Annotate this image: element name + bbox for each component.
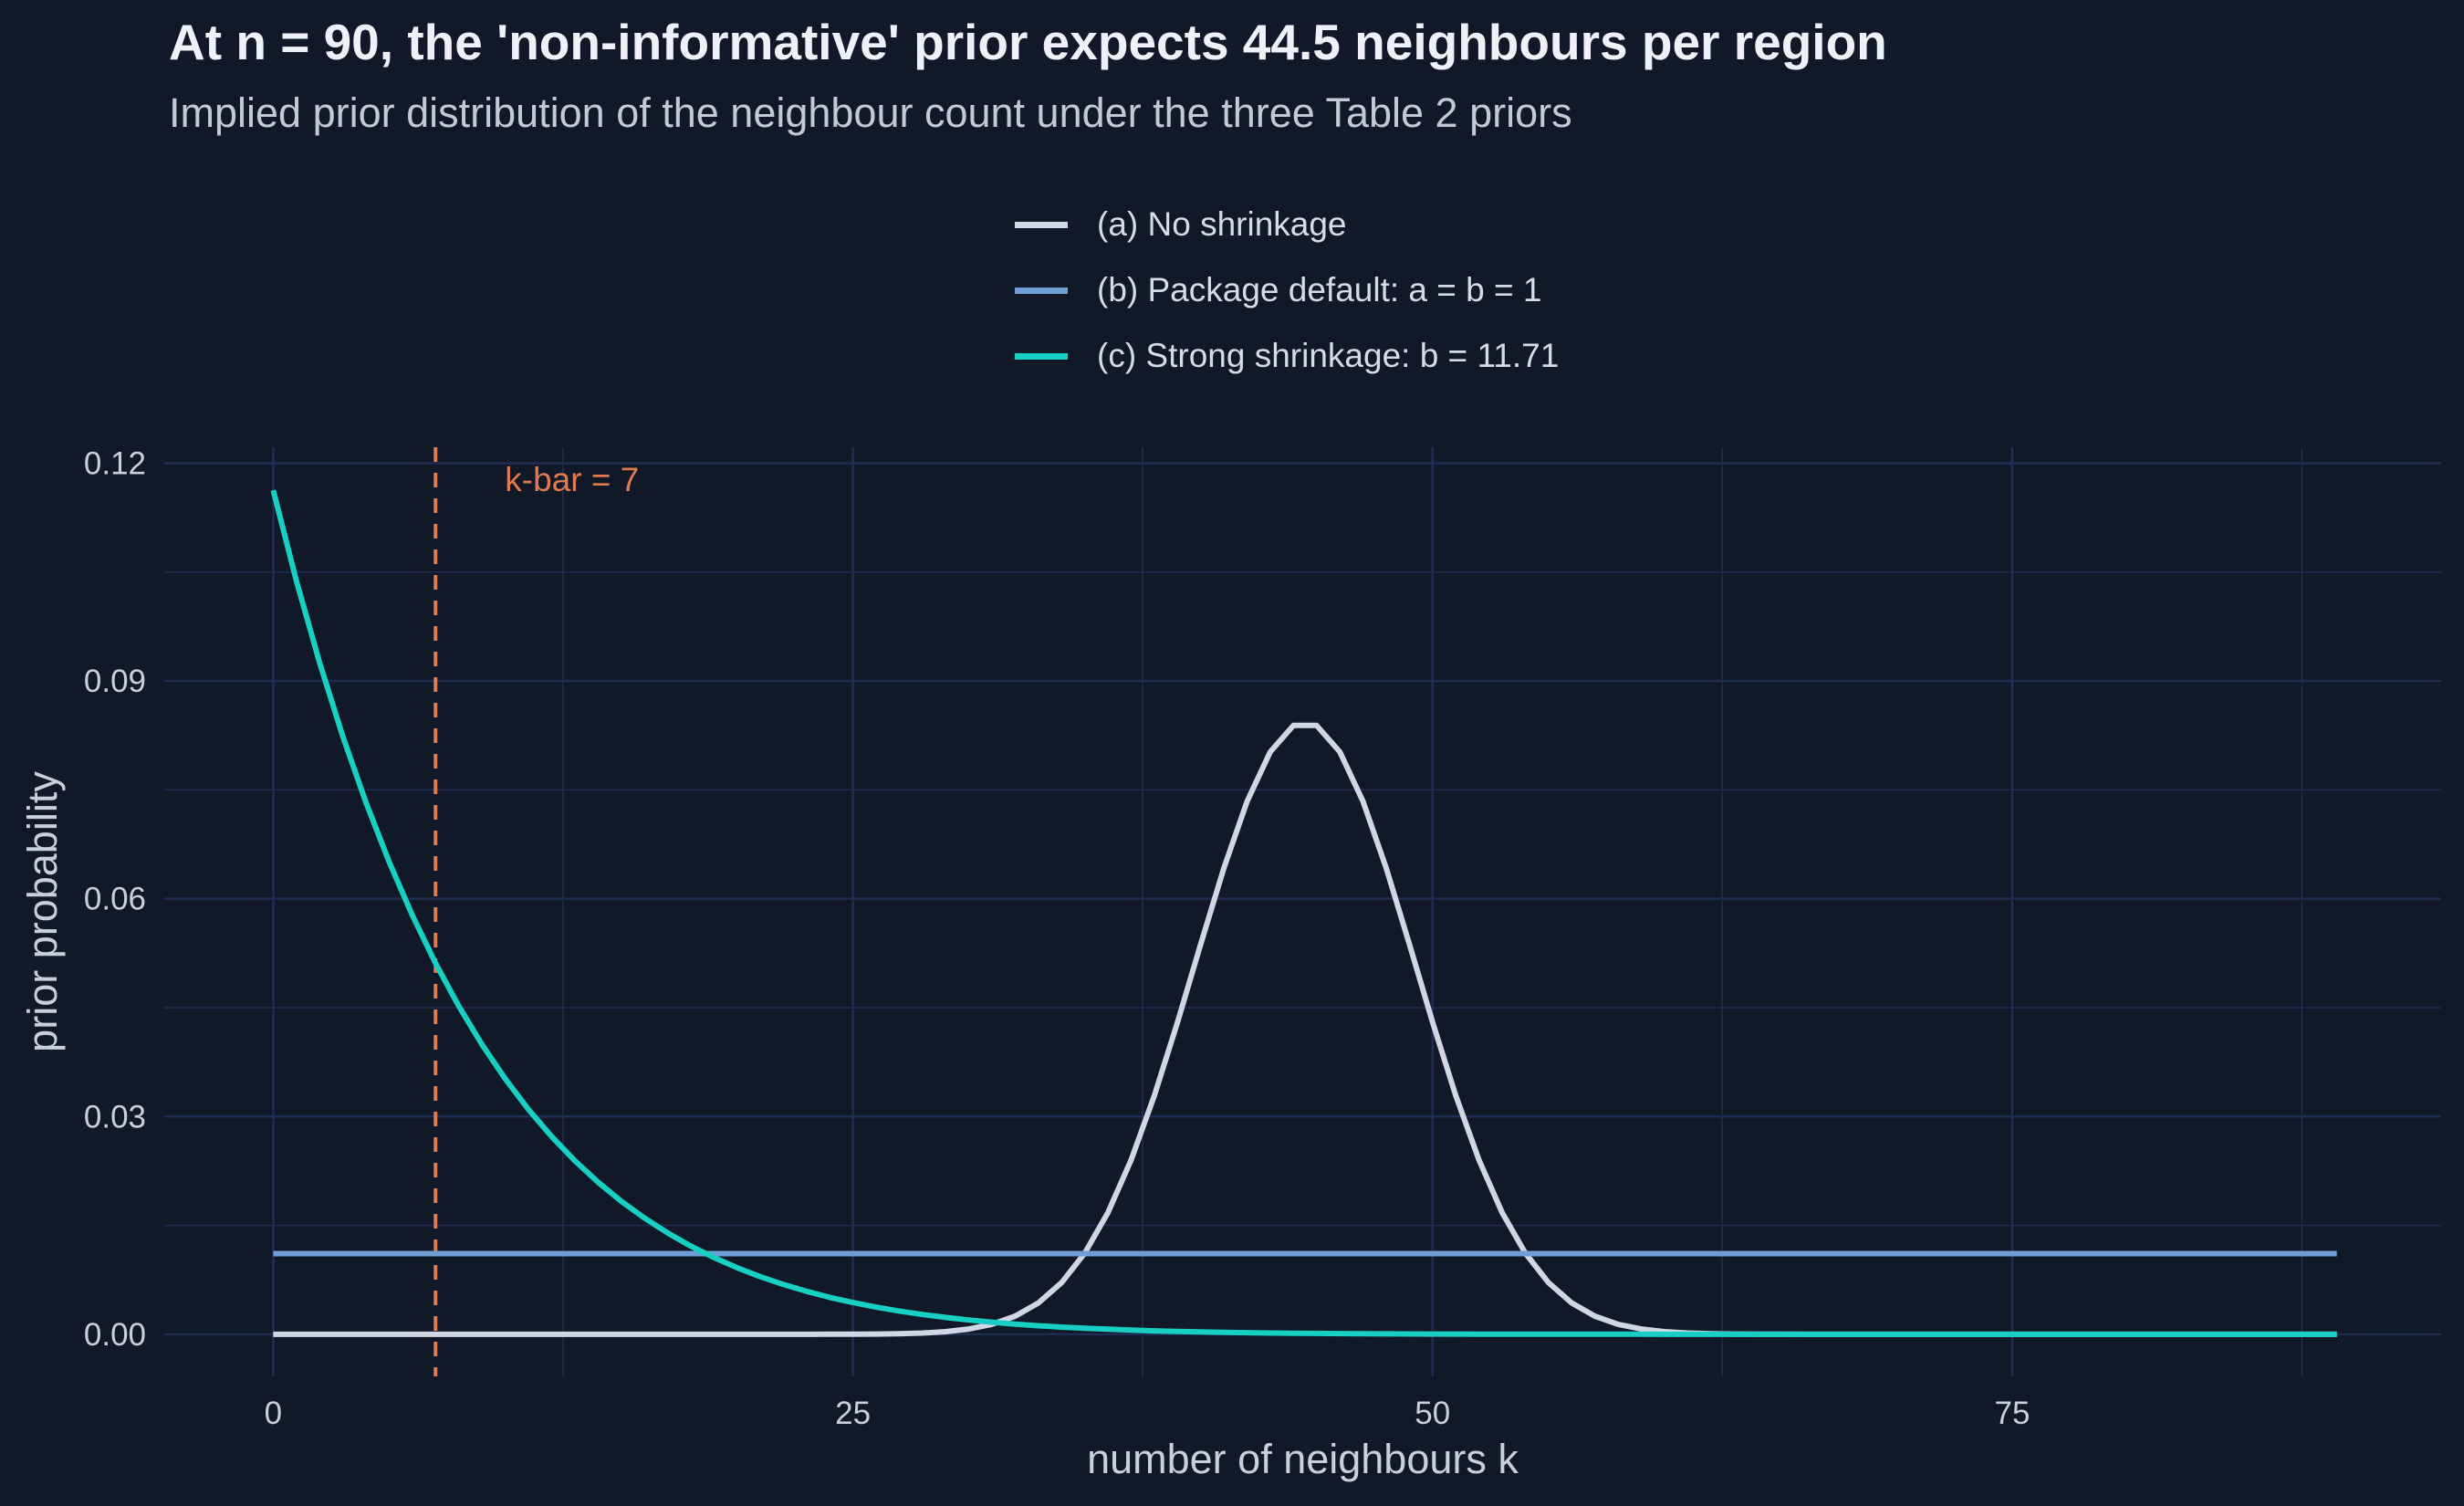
- x-tick-label: 0: [265, 1396, 282, 1431]
- y-tick-label: 0.06: [84, 882, 146, 917]
- x-tick-label: 25: [835, 1396, 871, 1431]
- legend-key-no-shrinkage: [1015, 221, 1068, 228]
- legend-label-strong-shrinkage: (c) Strong shrinkage: b = 11.71: [1097, 337, 1560, 374]
- y-tick-label: 0.12: [84, 445, 146, 481]
- y-axis-label: prior probability: [19, 771, 66, 1052]
- y-tick-label: 0.09: [84, 664, 146, 699]
- series-line-no-shrinkage: [273, 722, 2337, 1337]
- legend-label-package-default: (b) Package default: a = b = 1: [1097, 271, 1542, 309]
- x-axis-label: number of neighbours k: [1087, 1436, 1519, 1482]
- legend: (a) No shrinkage (b) Package default: a …: [1015, 192, 1559, 389]
- legend-item-strong-shrinkage: (c) Strong shrinkage: b = 11.71: [1015, 323, 1559, 389]
- series-line-strong-shrinkage: [270, 489, 2337, 1337]
- legend-key-strong-shrinkage: [1015, 352, 1068, 360]
- x-tick-label: 50: [1415, 1396, 1450, 1431]
- legend-item-package-default: (b) Package default: a = b = 1: [1015, 257, 1559, 323]
- legend-label-no-shrinkage: (a) No shrinkage: [1097, 205, 1347, 243]
- y-tick-label: 0.03: [84, 1099, 146, 1135]
- legend-item-no-shrinkage: (a) No shrinkage: [1015, 192, 1559, 257]
- x-tick-label: 75: [1994, 1396, 2030, 1431]
- legend-key-package-default: [1015, 287, 1068, 294]
- chart-subtitle: Implied prior distribution of the neighb…: [169, 89, 1572, 136]
- y-tick-label: 0.00: [84, 1317, 146, 1353]
- chart-title: At n = 90, the 'non-informative' prior e…: [169, 14, 1887, 70]
- kbar-label: k-bar = 7: [505, 461, 639, 498]
